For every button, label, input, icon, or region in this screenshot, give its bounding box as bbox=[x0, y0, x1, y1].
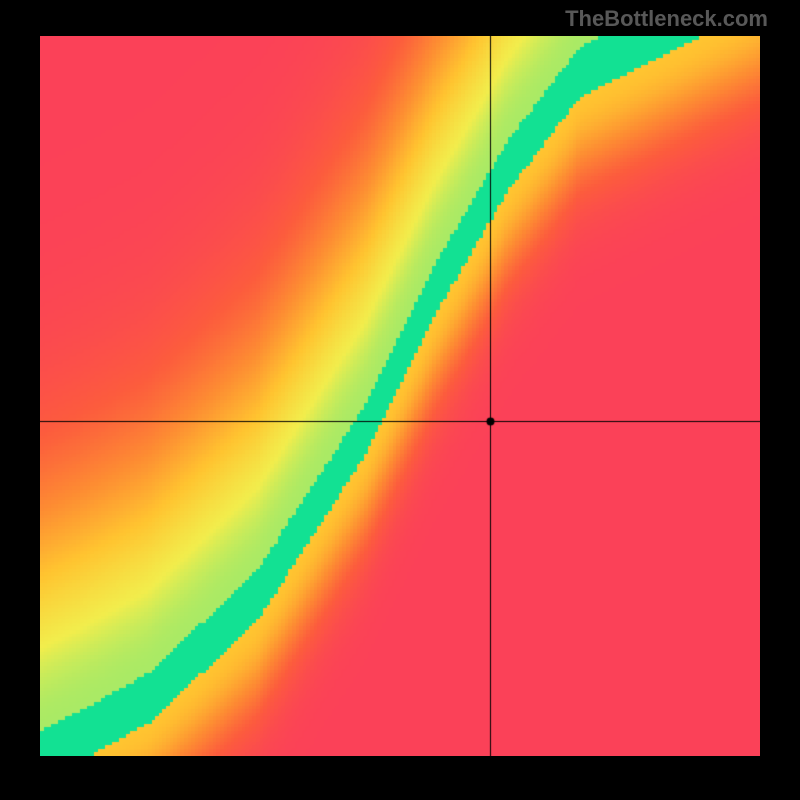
watermark-text: TheBottleneck.com bbox=[565, 6, 768, 32]
heatmap-plot bbox=[40, 36, 760, 756]
image-root: TheBottleneck.com bbox=[0, 0, 800, 800]
